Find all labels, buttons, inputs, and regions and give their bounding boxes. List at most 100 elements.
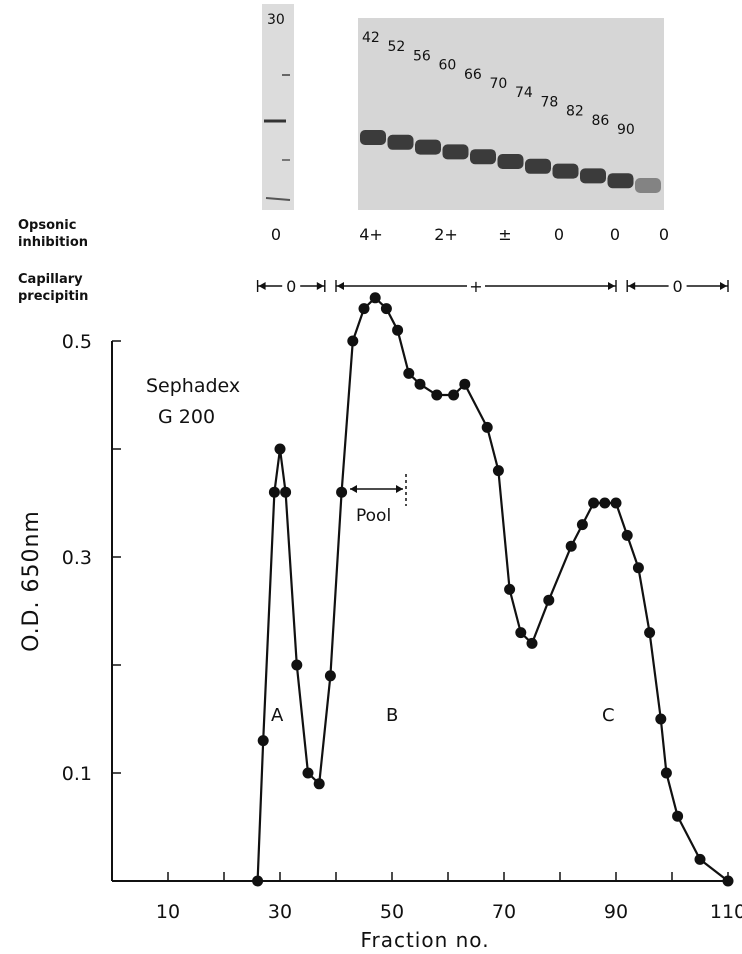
data-point-38 — [722, 875, 734, 887]
gel-band-86 — [607, 173, 634, 189]
gel-bands — [360, 130, 661, 193]
pool-marker: Pool — [350, 474, 407, 526]
gel-single-lane-label: 30 — [267, 12, 285, 28]
data-point-20 — [481, 421, 493, 433]
precipitin-arrow-start-2 — [628, 282, 636, 290]
data-point-7 — [313, 778, 325, 790]
gel-band-78 — [552, 163, 579, 179]
data-point-5 — [291, 659, 303, 671]
precipitin-label-2: 0 — [673, 277, 683, 296]
gel-band-60 — [442, 144, 469, 160]
data-point-1 — [257, 735, 269, 747]
data-point-18 — [448, 389, 460, 401]
opsonic-label-line1: Opsonic — [18, 218, 76, 233]
opsonic-value-6: 0 — [659, 225, 669, 244]
precipitin-label-line2: precipitin — [18, 289, 88, 304]
data-point-10 — [347, 335, 359, 347]
data-point-9 — [336, 486, 348, 498]
data-point-4 — [280, 486, 292, 498]
precipitin-label-bg-2 — [668, 277, 687, 295]
data-point-0 — [252, 875, 264, 887]
column-label: Sephadex — [146, 375, 240, 397]
gel-lane-label-82: 82 — [566, 104, 584, 120]
gel-band-90 — [635, 178, 661, 193]
data-point-23 — [515, 627, 527, 639]
gel-lane-label-52: 52 — [388, 39, 406, 55]
y-ticks: 0.1 0.3 0.5 — [62, 331, 121, 785]
gel-image-fraction-30 — [262, 4, 294, 210]
y-tick-label-0.1: 0.1 — [62, 763, 92, 785]
y-tick-label-0.3: 0.3 — [62, 547, 92, 569]
data-point-28 — [588, 497, 600, 509]
gel-lane-label-86: 86 — [592, 113, 610, 129]
data-point-3 — [274, 443, 286, 455]
precipitin-arrow-end-1 — [608, 282, 615, 290]
opsonic-value-0: 0 — [271, 225, 281, 244]
data-point-36 — [672, 810, 684, 822]
x-ticks: 10 30 50 70 90 110 — [111, 872, 742, 923]
data-point-27 — [576, 519, 588, 531]
precipitin-label-line1: Capillary — [18, 272, 83, 287]
data-point-8 — [324, 670, 336, 682]
column-label-2: G 200 — [158, 406, 215, 428]
opsonic-values: 0 4+ 2+ ±0 0 0 — [271, 225, 669, 244]
x-tick-label-90: 90 — [604, 901, 628, 923]
data-point-22 — [504, 583, 516, 595]
series-points — [252, 292, 734, 887]
gel-band-70 — [497, 154, 524, 169]
data-point-13 — [380, 303, 392, 315]
axes — [111, 341, 728, 882]
pool-label: Pool — [356, 506, 391, 526]
gel-small-marks: 30 — [264, 12, 291, 201]
data-point-11 — [358, 303, 370, 315]
data-point-2 — [268, 486, 280, 498]
precipitin-arrow-end-0 — [316, 282, 324, 290]
data-point-29 — [599, 497, 611, 509]
gel-lane-label-70: 70 — [490, 76, 508, 92]
precipitin-label-1: + — [469, 277, 482, 296]
data-point-33 — [644, 627, 656, 639]
data-point-24 — [526, 637, 538, 649]
gel-lane-label-42: 42 — [362, 30, 380, 46]
x-tick-label-110: 110 — [710, 901, 742, 923]
data-point-17 — [431, 389, 443, 401]
gel-lane-label-90: 90 — [617, 122, 635, 138]
data-point-34 — [655, 713, 667, 725]
data-point-30 — [610, 497, 622, 509]
peak-a-label: A — [271, 705, 284, 726]
gel-band-52 — [387, 134, 414, 150]
x-tick-label-10: 10 — [156, 901, 180, 923]
peak-c-label: C — [602, 705, 615, 726]
x-axis-label: Fraction no. — [360, 928, 489, 952]
peak-b-label: B — [386, 705, 398, 726]
opsonic-label-line2: inhibition — [18, 235, 88, 250]
gel-band-74 — [525, 158, 551, 174]
gel-lane-label-56: 56 — [413, 48, 431, 64]
gel-band-66 — [470, 149, 496, 165]
gel-lane-label-78: 78 — [541, 94, 559, 110]
opsonic-value-4: 0 — [554, 225, 564, 244]
y-tick-label-0.5: 0.5 — [62, 331, 92, 353]
precipitin-label-bg-0 — [282, 277, 301, 295]
data-point-32 — [632, 562, 644, 574]
gel-lane-label-60: 60 — [439, 58, 457, 74]
precipitin-segments: 0 +0 — [256, 277, 729, 296]
gel-band-56 — [415, 139, 441, 155]
precipitin-label-0: 0 — [286, 277, 296, 296]
gel-band-82 — [580, 168, 606, 184]
y-axis-label: O.D. 650nm — [19, 510, 44, 652]
data-point-26 — [565, 540, 577, 552]
gel-band-42 — [360, 130, 386, 145]
data-point-35 — [660, 767, 672, 779]
opsonic-value-1: 4+ — [359, 225, 383, 244]
precipitin-arrow-start-1 — [337, 282, 344, 290]
opsonic-value-3: ± — [498, 225, 511, 244]
data-point-19 — [459, 378, 471, 390]
opsonic-value-5: 0 — [610, 225, 620, 244]
data-point-14 — [392, 324, 404, 336]
data-point-25 — [543, 594, 555, 606]
data-point-6 — [302, 767, 314, 779]
data-point-15 — [403, 367, 415, 379]
